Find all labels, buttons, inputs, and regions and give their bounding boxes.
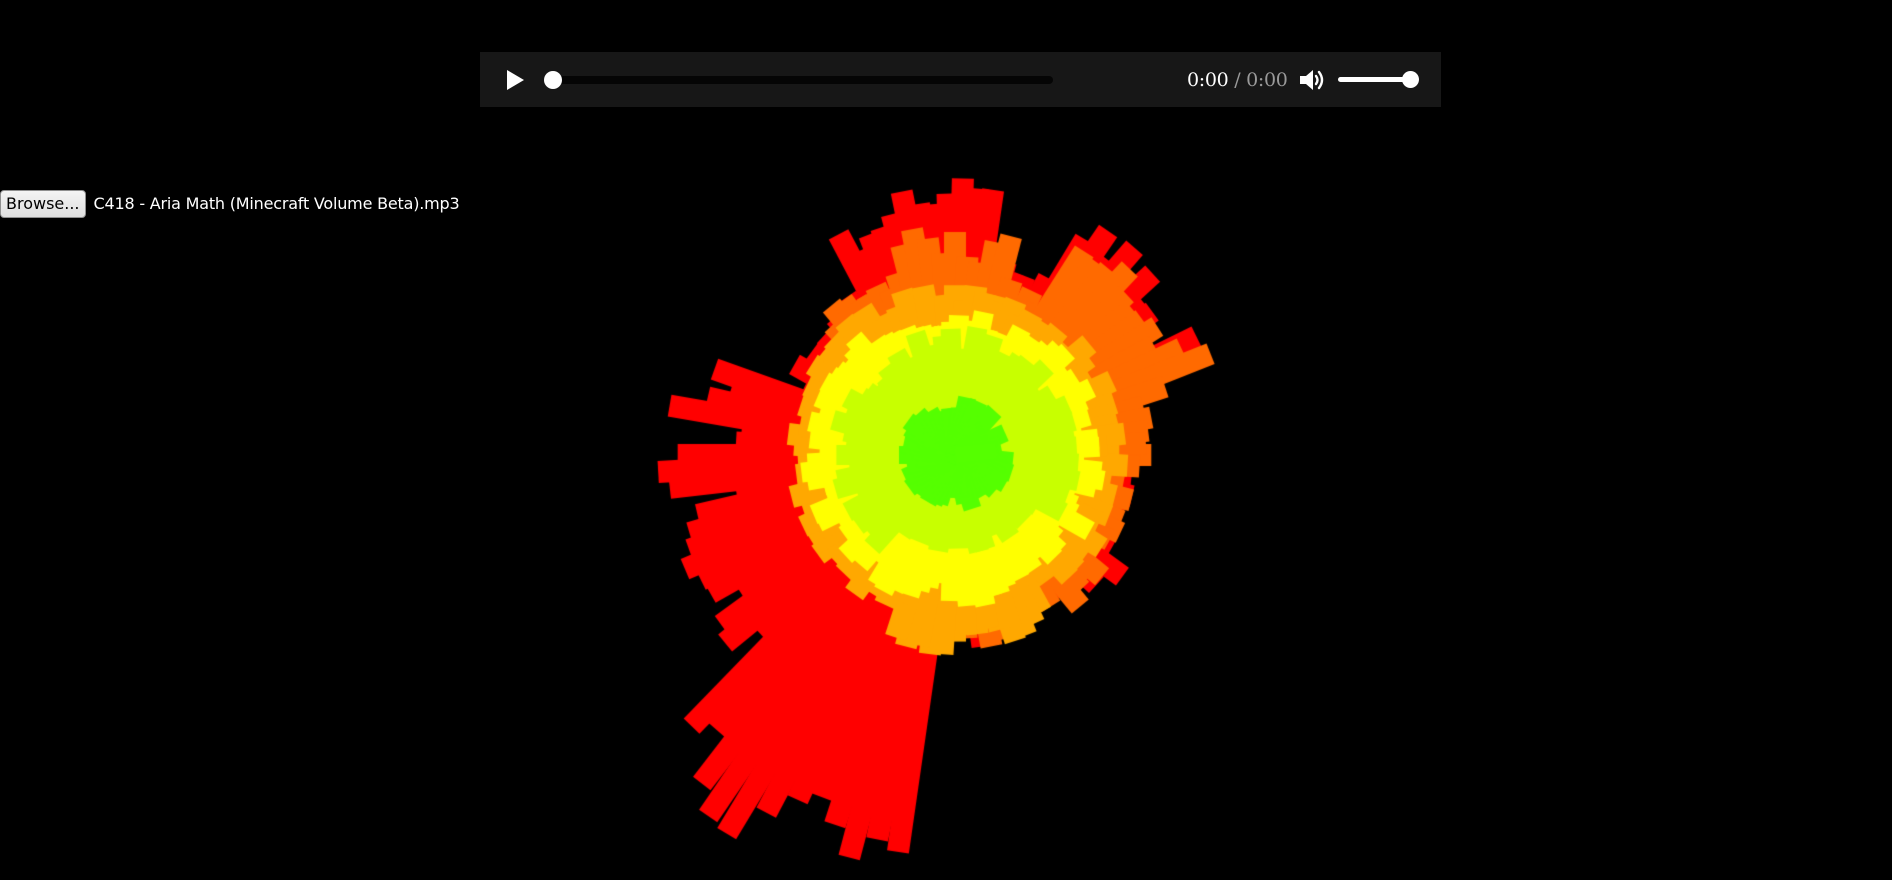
seek-handle[interactable] — [544, 71, 562, 89]
time-separator: / — [1234, 69, 1241, 91]
volume-handle[interactable] — [1402, 71, 1419, 88]
audio-player: 0:00 / 0:00 — [480, 52, 1441, 107]
browse-button[interactable]: Browse... — [0, 189, 86, 218]
selected-file-name: C418 - Aria Math (Minecraft Volume Beta)… — [93, 194, 460, 213]
file-input: Browse... C418 - Aria Math (Minecraft Vo… — [0, 189, 460, 218]
volume-slider[interactable] — [1338, 77, 1410, 82]
time-display: 0:00 / 0:00 — [1187, 68, 1288, 92]
volume-icon[interactable] — [1298, 67, 1326, 93]
play-icon[interactable] — [500, 66, 528, 94]
seek-bar[interactable] — [550, 76, 1053, 84]
current-time: 0:00 — [1187, 69, 1229, 91]
duration: 0:00 — [1246, 69, 1288, 91]
